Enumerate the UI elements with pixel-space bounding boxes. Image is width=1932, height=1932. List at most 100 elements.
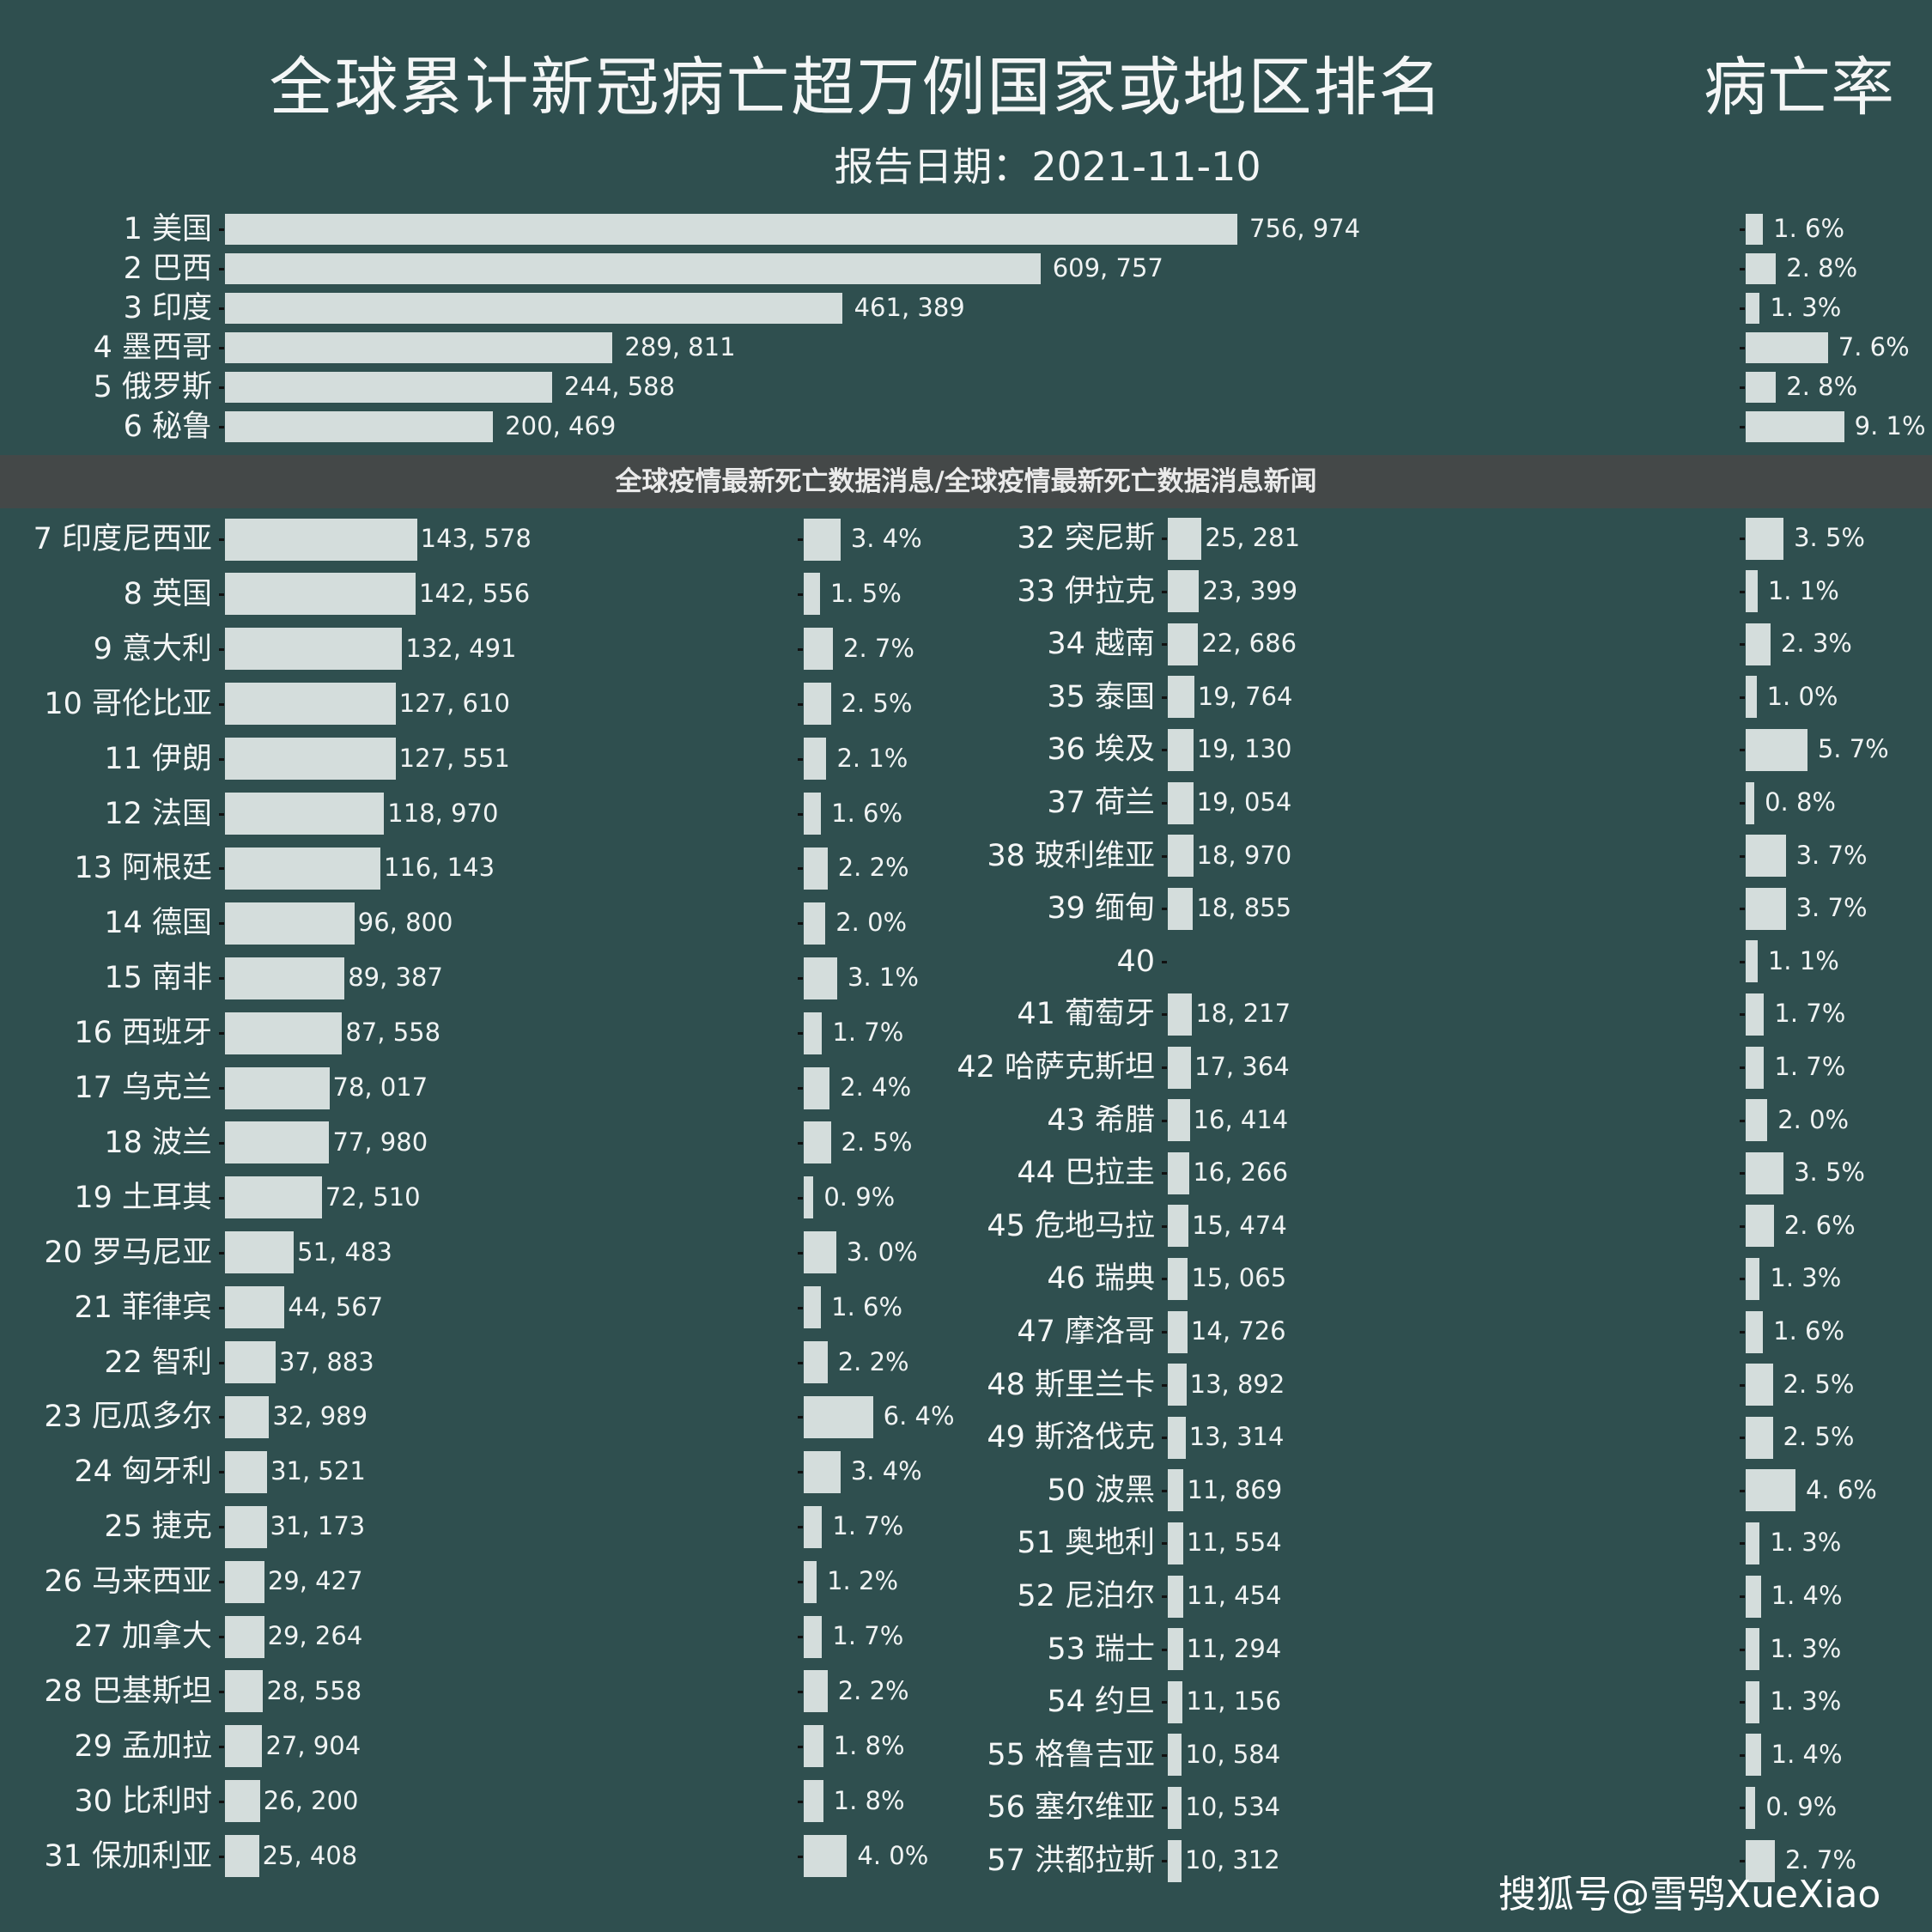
deaths-bar [225,957,345,999]
deaths-bar [1168,1628,1183,1671]
deaths-value-label: 51, 483 [297,1236,392,1267]
fatality-rate-label: 2. 3% [1780,629,1852,659]
fatality-rate-label: 0. 8% [1765,787,1836,817]
fatality-rate-bar [1746,214,1764,245]
country-label: 56 塞尔维亚 [987,1790,1155,1826]
deaths-value-label: 72, 510 [325,1182,421,1212]
deaths-value-label: 44, 567 [288,1291,384,1321]
axis-tick [1740,1860,1745,1862]
axis-tick [1740,908,1745,911]
axis-tick [219,592,224,596]
axis-tick [1740,386,1745,389]
fatality-rate-bar [804,1835,848,1878]
deaths-value-label: 11, 454 [1186,1581,1282,1610]
deaths-value-label: 78, 017 [332,1072,428,1102]
deaths-value-label: 142, 556 [419,578,531,608]
fatality-rate-bar [1746,1575,1761,1618]
deaths-bar [1168,517,1202,560]
axis-tick [1740,1437,1745,1440]
fatality-rate-label: 1. 3% [1770,293,1842,322]
deaths-value-label: 23, 399 [1202,575,1298,605]
deaths-bar [225,214,1237,245]
axis-tick [1740,854,1745,858]
country-label: 45 危地马拉 [987,1208,1155,1243]
fatality-rate-bar [1746,372,1777,403]
fatality-rate-bar [804,1505,823,1548]
axis-tick [219,1251,224,1255]
deaths-bar [225,902,355,945]
axis-tick [219,347,224,349]
fatality-rate-label: 4. 0% [857,1840,929,1870]
axis-tick [798,1526,803,1529]
axis-tick [219,386,224,389]
watermark: 搜狐号@雪鸮XueXiao [1498,1873,1881,1917]
deaths-bar [225,293,842,324]
fatality-rate-label: 1. 6% [831,798,903,828]
headline-banner-text[interactable]: 全球疫情最新死亡数据消息/全球疫情最新死亡数据消息新闻 [615,466,1317,497]
fatality-rate-label: 1. 7% [832,1621,904,1650]
deaths-value-label: 127, 610 [398,688,510,718]
deaths-value-label: 37, 883 [279,1346,374,1376]
country-label: 26 马来西亚 [44,1564,212,1600]
fatality-rate-bar [804,1395,873,1438]
deaths-value-label: 29, 264 [267,1621,363,1650]
country-label: 35 泰国 [1047,679,1155,714]
deaths-bar [1168,887,1194,930]
fatality-rate-bar [1746,1680,1760,1723]
country-label: 44 巴拉圭 [1017,1156,1155,1191]
rate-column-title: 病亡率 [1704,51,1894,125]
axis-tick [219,1141,224,1145]
axis-tick [219,1690,224,1693]
axis-tick [1740,347,1745,349]
axis-tick [219,268,224,270]
axis-tick [1740,307,1745,310]
deaths-value-label: 118, 970 [387,798,499,828]
deaths-bar [225,1670,264,1713]
fatality-rate-label: 2. 5% [1783,1422,1855,1452]
fatality-rate-bar [1746,1786,1756,1829]
fatality-rate-label: 2. 5% [841,688,913,718]
fatality-rate-label: 1. 3% [1770,1263,1842,1293]
country-label: 23 厄瓜多尔 [44,1400,212,1435]
axis-tick [219,228,224,231]
deaths-value-label: 461, 389 [854,293,965,322]
fatality-rate-label: 1. 8% [833,1730,905,1760]
deaths-value-label: 32, 989 [272,1401,368,1431]
report-date-subtitle: 报告日期：2021-11-10 [834,143,1261,190]
fatality-rate-bar [1746,570,1758,613]
axis-tick [798,1581,803,1584]
fatality-rate-bar [804,683,831,726]
fatality-rate-label: 2. 7% [843,633,914,663]
deaths-bar [225,1286,285,1329]
deaths-bar [225,253,1041,284]
fatality-rate-bar [1746,1046,1765,1089]
country-label: 43 希腊 [1047,1103,1155,1138]
deaths-bar [1168,993,1193,1036]
deaths-bar [1168,1257,1188,1300]
axis-tick [219,1471,224,1474]
deaths-value-label: 16, 266 [1193,1157,1289,1188]
axis-tick [219,1032,224,1036]
fatality-rate-label: 2. 5% [1783,1369,1855,1399]
deaths-bar [225,683,396,726]
axis-tick [219,1361,224,1364]
axis-tick [1162,1860,1167,1862]
country-label: 12 法国 [104,796,212,831]
deaths-value-label: 22, 686 [1201,629,1297,659]
axis-tick [1162,908,1167,911]
country-label: 38 玻利维亚 [987,838,1155,873]
axis-tick [1162,696,1167,699]
fatality-rate-bar [1746,1364,1773,1406]
fatality-rate-bar [1746,728,1807,771]
axis-tick [1162,1542,1167,1546]
axis-tick [798,922,803,926]
deaths-value-label: 11, 554 [1186,1528,1282,1558]
axis-tick [798,538,803,541]
deaths-value-label: 10, 584 [1185,1739,1281,1769]
axis-tick [1740,1066,1745,1069]
country-label: 13 阿根廷 [74,851,212,886]
axis-tick [1162,643,1167,647]
axis-tick [798,702,803,706]
fatality-rate-label: 2. 0% [835,908,908,938]
deaths-value-label: 200, 469 [505,411,617,440]
